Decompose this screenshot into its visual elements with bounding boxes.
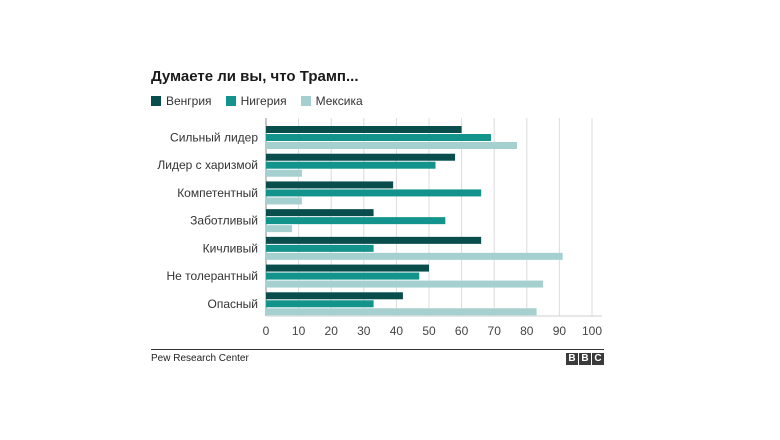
bar-hungary: [266, 264, 429, 272]
category-label: Лидер с харизмой: [157, 158, 258, 172]
category-label: Сильный лидер: [170, 131, 258, 145]
bar-hungary: [266, 209, 374, 217]
x-tick-label: 20: [325, 324, 339, 338]
bar-mexico: [266, 280, 544, 288]
bbc-logo-letter: B: [579, 353, 591, 365]
bar-nigeria: [266, 161, 436, 169]
bar-hungary: [266, 181, 394, 189]
bar-mexico: [266, 252, 563, 260]
bbc-logo: B B C: [565, 353, 604, 365]
x-tick-label: 90: [553, 324, 567, 338]
bar-nigeria: [266, 244, 374, 252]
legend-item-mexico: Мексика: [300, 94, 363, 108]
bar-nigeria: [266, 217, 446, 225]
bar-mexico: [266, 308, 537, 316]
x-tick-label: 10: [292, 324, 306, 338]
legend-item-nigeria: Нигерия: [225, 94, 287, 108]
category-label: Опасный: [208, 297, 258, 311]
legend-label-mexico: Мексика: [315, 94, 363, 108]
footer-divider: [151, 349, 604, 350]
legend-swatch-hungary: [151, 96, 161, 106]
x-tick-label: 50: [422, 324, 436, 338]
x-tick-label: 0: [263, 324, 270, 338]
bar-hungary: [266, 292, 403, 300]
category-label: Не толерантный: [166, 269, 258, 283]
legend-item-hungary: Венгрия: [151, 94, 212, 108]
x-tick-label: 60: [455, 324, 469, 338]
bar-hungary: [266, 153, 456, 161]
category-label: Заботливый: [190, 214, 258, 228]
source-label: Pew Research Center: [151, 353, 249, 364]
category-label: Кичливый: [203, 241, 258, 255]
bar-nigeria: [266, 189, 482, 197]
bar-nigeria: [266, 300, 374, 308]
bbc-logo-letter: C: [592, 353, 604, 365]
bar-hungary: [266, 126, 462, 133]
legend-swatch-nigeria: [225, 96, 236, 106]
x-tick-label: 30: [357, 324, 371, 338]
chart-legend: Венгрия Нигерия Мексика: [151, 94, 377, 108]
bar-nigeria: [266, 272, 420, 280]
bar-mexico: [266, 169, 302, 177]
chart-title: Думаете ли вы, что Трамп...: [151, 68, 359, 85]
bar-mexico: [266, 142, 518, 149]
x-tick-label: 40: [390, 324, 404, 338]
bar-nigeria: [266, 134, 491, 141]
x-tick-label: 100: [582, 324, 602, 338]
x-tick-label: 70: [488, 324, 502, 338]
bar-mexico: [266, 225, 293, 233]
legend-label-hungary: Венгрия: [166, 94, 212, 108]
category-label: Компетентный: [177, 186, 258, 200]
bbc-logo-letter: B: [566, 353, 578, 365]
bar-hungary: [266, 236, 482, 244]
legend-swatch-mexico: [300, 96, 311, 106]
bar-mexico: [266, 197, 302, 205]
legend-label-nigeria: Нигерия: [240, 94, 287, 108]
x-tick-label: 80: [520, 324, 534, 338]
